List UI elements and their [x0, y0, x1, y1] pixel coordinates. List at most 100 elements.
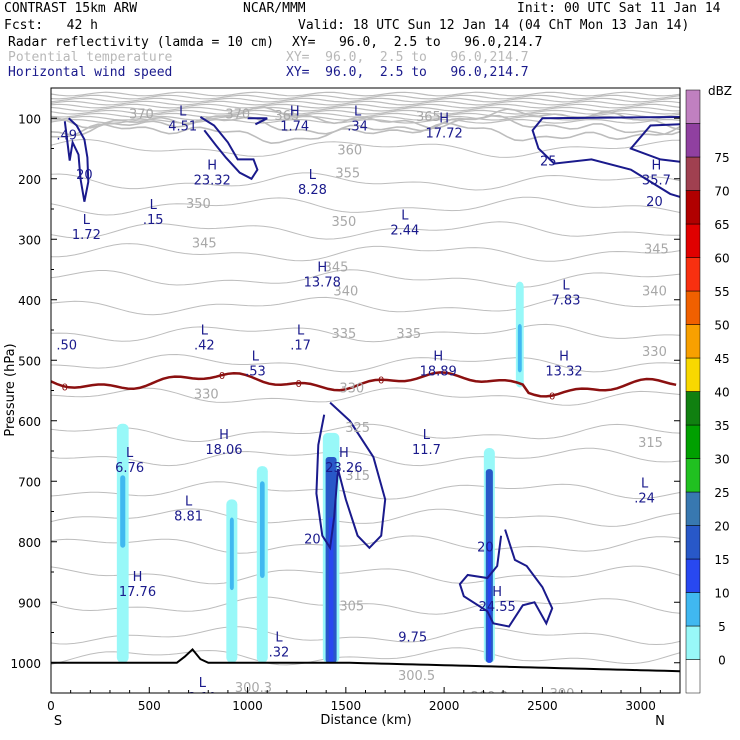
- x-end-label-left: S: [54, 714, 62, 729]
- wind-extremum: L3.19: [188, 676, 217, 693]
- wind-contour-label: 20: [76, 168, 93, 183]
- freezing-level-label: 0: [295, 379, 301, 390]
- theta-label: 330: [194, 388, 219, 403]
- field-theta-xy: XY= 96.0, 2.5 to 96.0,214.7: [286, 50, 529, 65]
- init-time: Init: 00 UTC Sat 11 Jan 14: [517, 1, 721, 16]
- extremum-type: L: [179, 104, 187, 119]
- colorbar-segment: [685, 592, 701, 627]
- extremum-value: 1.74: [280, 119, 309, 134]
- colorbar-tick-label: 30: [714, 453, 729, 467]
- field-reflectivity-title: Radar reflectivity (lamda = 10 cm): [8, 35, 275, 50]
- colorbar-tick-label: 20: [714, 520, 729, 534]
- theta-label: 335: [396, 327, 421, 342]
- theta-label: 345: [192, 236, 217, 251]
- colorbar-tick-label: 75: [714, 151, 729, 165]
- theta-label: 325: [345, 421, 370, 436]
- x-tick-label: 500: [138, 699, 161, 713]
- wind-extremum: L.42: [194, 323, 215, 353]
- x-tick-label: 2500: [527, 699, 558, 713]
- extremum-type: H: [290, 104, 300, 119]
- colorbar-segment: [685, 223, 701, 258]
- valid-time: Valid: 18 UTC Sun 12 Jan 14 (04 ChT Mon …: [298, 18, 690, 33]
- extremum-type: H: [219, 428, 229, 443]
- extremum-value: .17: [290, 338, 311, 353]
- y-axis-label: Pressure (hPa): [3, 343, 18, 436]
- colorbar-tick-label: 10: [714, 587, 729, 601]
- theta-contour: [51, 296, 680, 316]
- wind-extremum: L.34: [347, 104, 368, 134]
- forecast-hour: Fcst: 42 h: [4, 18, 98, 33]
- colorbar-segment: [685, 290, 701, 325]
- x-tick-label: 3000: [625, 699, 656, 713]
- wind-extremum: L8.81: [174, 494, 203, 524]
- wind-speed-contour: [531, 116, 680, 198]
- colorbar-tick-label: 55: [714, 285, 729, 299]
- extremum-value: 1.72: [72, 228, 101, 243]
- extremum-value: 8.28: [298, 183, 327, 198]
- colorbar-segment: [685, 391, 701, 426]
- colorbar-tick-label: 45: [714, 352, 729, 366]
- wind-extremum: L11.7: [412, 428, 441, 458]
- theta-contour: [51, 626, 680, 646]
- extremum-type: H: [339, 446, 349, 461]
- theta-contour: [51, 109, 680, 115]
- wind-speed-contour: [315, 401, 387, 551]
- extremum-value: 17.76: [119, 585, 156, 600]
- x-end-label-right: N: [655, 714, 665, 729]
- theta-label: 355: [335, 167, 360, 182]
- theta-contour: [51, 97, 680, 103]
- theta-contour: [51, 138, 680, 158]
- x-tick-label: 0: [47, 699, 55, 713]
- extremum-value: 17.72: [426, 127, 463, 142]
- colorbar-segment: [685, 190, 701, 225]
- contour-labels: 370 370 365 365 360 355 350 350 345 345 345 340 340 3…: [56, 104, 671, 693]
- extremum-value: 24.55: [479, 600, 516, 615]
- theta-label: 345: [324, 260, 349, 275]
- theta-label: 315: [345, 469, 370, 484]
- model-title: CONTRAST 15km ARW: [4, 1, 138, 16]
- reflectivity-core: [487, 541, 491, 663]
- wind-speed-contour: [458, 529, 554, 628]
- wind-contour-label: 25: [540, 155, 557, 170]
- theta-contour: [51, 353, 680, 373]
- theta-label: 345: [644, 242, 669, 257]
- x-tick-label: 1000: [232, 699, 263, 713]
- wind-extremum: L6.76: [115, 446, 144, 476]
- field-wind-xy: XY= 96.0, 2.5 to 96.0,214.7: [286, 65, 529, 80]
- colorbar-tick-label: 35: [714, 419, 729, 433]
- colorbar-tick-label: 0: [718, 654, 726, 668]
- theta-label: 365: [416, 110, 441, 125]
- colorbar-segment: [685, 525, 701, 560]
- wind-extremum: H23.32: [194, 159, 231, 189]
- wind-extremum: L4.51: [168, 104, 197, 134]
- extremum-type: L: [354, 104, 362, 119]
- colorbar-tick-label: 60: [714, 252, 729, 266]
- y-tick-label: 1000: [10, 657, 41, 671]
- wind-extremum: L1.72: [72, 213, 101, 243]
- theta-contour: [51, 269, 680, 288]
- colorbar-unit: dBZ: [708, 84, 732, 98]
- extremum-type: H: [317, 260, 327, 275]
- colorbar-segment: [685, 89, 701, 124]
- field-theta-title: Potential temperature: [8, 50, 173, 65]
- wind-extremum: H35.7: [642, 159, 671, 189]
- extremum-value: .34: [347, 119, 368, 134]
- y-tick-label: 600: [18, 415, 41, 429]
- wind-extremum: .50: [56, 338, 77, 353]
- extremum-value: .49: [56, 128, 77, 143]
- field-wind-title: Horizontal wind speed: [8, 65, 173, 80]
- extremum-type: H: [492, 585, 502, 600]
- extremum-value: .24: [634, 491, 655, 506]
- theta-label: 330: [642, 345, 667, 360]
- extremum-type: L: [185, 494, 193, 509]
- wind-extremum: H24.55: [479, 585, 516, 615]
- extremum-value: .42: [194, 338, 215, 353]
- y-tick-label: 200: [18, 173, 41, 187]
- extremum-value: 13.78: [304, 275, 341, 290]
- colorbar-tick-label: 50: [714, 319, 729, 333]
- x-tick-label: 2000: [429, 699, 460, 713]
- wind-extremum: L.24: [634, 476, 655, 506]
- wind-extremum: L.32: [269, 631, 290, 661]
- y-tick-label: 900: [18, 596, 41, 610]
